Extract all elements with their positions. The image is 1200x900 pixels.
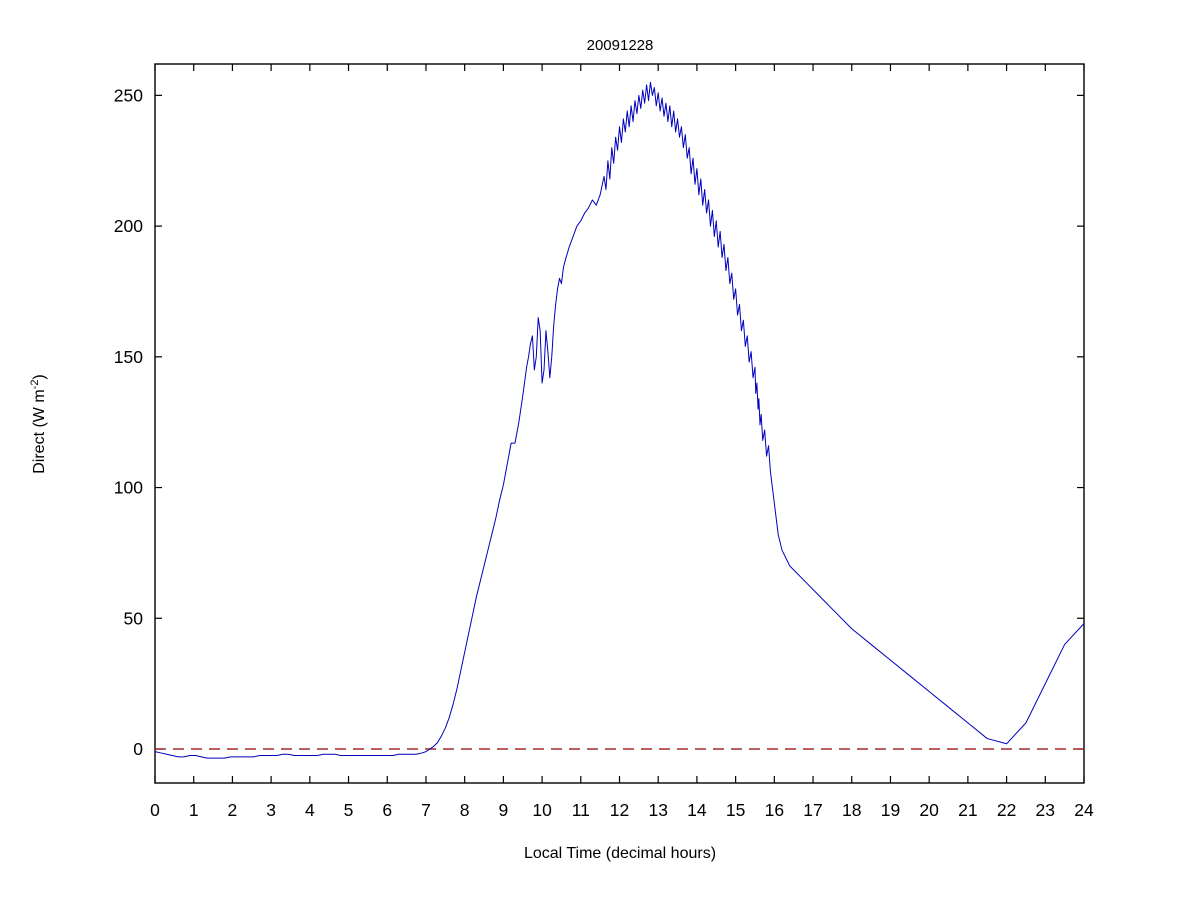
x-axis-label: Local Time (decimal hours) [524,845,716,862]
x-tick-label-9: 9 [499,800,509,820]
x-axis-ticks [154,64,1085,783]
x-tick-label-14: 14 [687,800,707,820]
y-tick-label-100: 100 [114,478,143,498]
data-series-group [154,81,1085,759]
chart-title: 20091228 [587,37,654,54]
x-tick-label-18: 18 [842,800,861,820]
x-tick-label-12: 12 [610,800,629,820]
x-tick-label-20: 20 [919,800,939,820]
y-tick-label-0: 0 [133,739,143,759]
axis-labels: Local Time (decimal hours) Direct (W m-2… [29,374,716,862]
x-tick-label-22: 22 [997,800,1016,820]
y-tick-label-200: 200 [114,216,143,236]
x-tick-label-11: 11 [572,800,590,820]
x-axis-tick-labels: 0 1 2 3 4 5 6 7 8 9 10 11 12 13 14 15 16 17 18 19 20 21 22 23 24 [150,800,1094,820]
x-tick-label-6: 6 [382,800,392,820]
y-tick-label-250: 250 [114,85,143,105]
chart-title-group: 20091228 [587,37,654,54]
x-tick-label-23: 23 [1036,800,1055,820]
x-tick-label-4: 4 [305,800,315,820]
y-axis-label-base: Direct (W m [31,389,48,473]
x-tick-label-15: 15 [726,800,745,820]
x-tick-label-3: 3 [266,800,276,820]
x-tick-label-1: 1 [189,800,199,820]
x-tick-label-24: 24 [1074,800,1094,820]
x-tick-label-17: 17 [803,800,822,820]
y-axis-label: Direct (W m-2) [29,374,48,474]
x-tick-label-8: 8 [460,800,470,820]
y-tick-label-150: 150 [114,347,143,367]
x-tick-label-10: 10 [532,800,552,820]
y-axis-tick-labels: 0 50 100 150 200 250 [114,85,143,759]
x-tick-label-16: 16 [765,800,784,820]
x-tick-label-0: 0 [150,800,160,820]
x-tick-label-5: 5 [344,800,354,820]
y-axis-label-exponent: -2 [29,380,41,390]
x-tick-label-21: 21 [958,800,977,820]
y-tick-label-50: 50 [124,608,144,628]
x-tick-label-2: 2 [228,800,238,820]
x-tick-label-19: 19 [881,800,900,820]
x-tick-label-7: 7 [421,800,431,820]
series-line-direct [154,81,1085,759]
x-tick-label-13: 13 [648,800,667,820]
y-axis-label-close: ) [31,374,48,379]
